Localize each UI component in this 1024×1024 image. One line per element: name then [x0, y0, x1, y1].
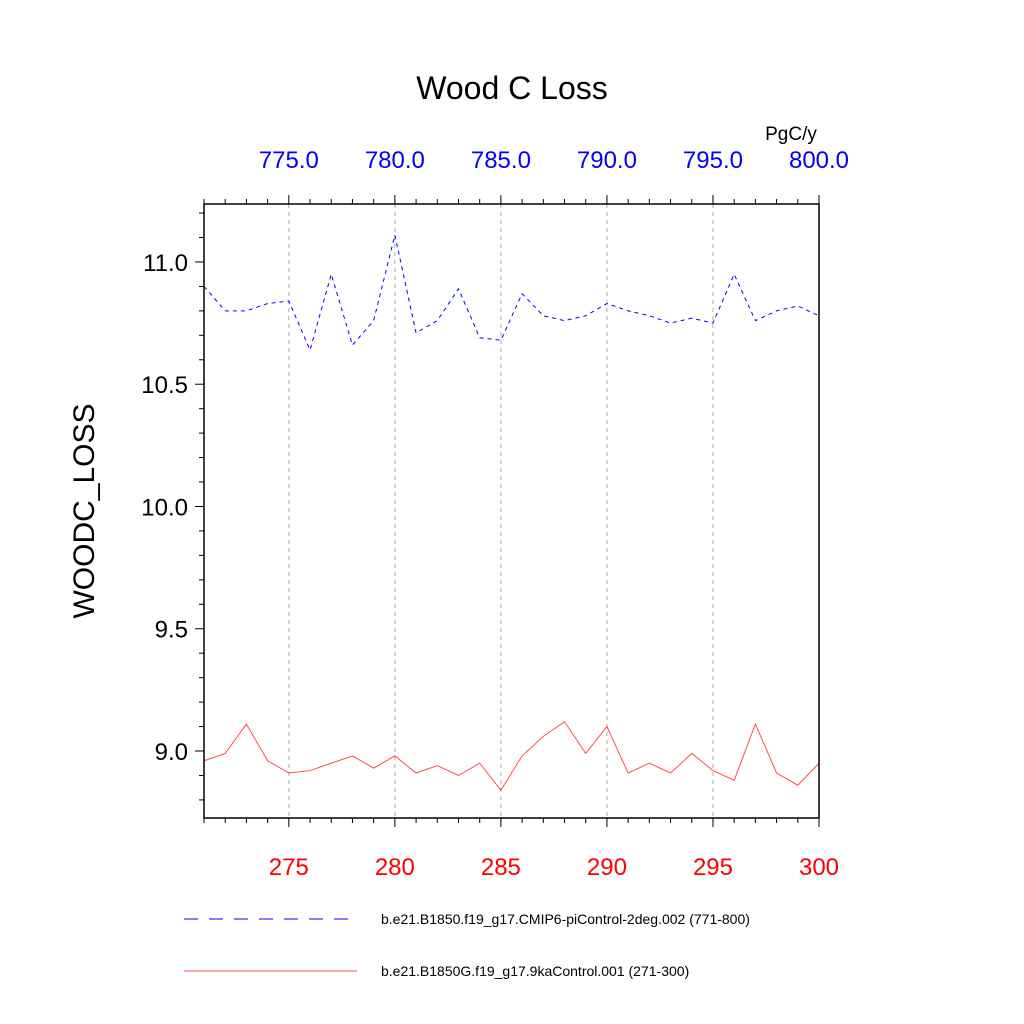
top-x-tick-label: 785.0	[471, 147, 531, 174]
bottom-x-tick-label: 285	[481, 854, 521, 881]
legend: b.e21.B1850.f19_g17.CMIP6-piControl-2deg…	[184, 911, 750, 979]
y-tick-label: 9.0	[155, 739, 188, 766]
y-tick-label: 10.0	[141, 494, 188, 521]
y-tick-label: 9.5	[155, 617, 188, 644]
top-x-tick-label: 790.0	[577, 147, 637, 174]
y-axis-label: WOODC_LOSS	[68, 403, 101, 618]
plot-frame	[203, 203, 820, 819]
y-tick-label: 10.5	[141, 372, 188, 399]
y-tick-label: 11.0	[143, 250, 188, 277]
legend-label-blue: b.e21.B1850.f19_g17.CMIP6-piControl-2deg…	[381, 911, 750, 927]
series-line-0	[203, 234, 820, 352]
top-x-tick-label: 800.0	[789, 147, 849, 174]
axis-ticks	[195, 195, 820, 827]
legend-label-red: b.e21.B1850G.f19_g17.9kaControl.001 (271…	[381, 963, 689, 979]
top-x-tick-label: 775.0	[259, 147, 319, 174]
bottom-x-tick-label: 275	[269, 854, 309, 881]
chart-title: Wood C Loss	[416, 70, 608, 106]
bottom-x-tick-label: 295	[693, 854, 733, 881]
bottom-x-tick-label: 290	[587, 854, 627, 881]
grid-lines	[288, 204, 714, 818]
top-x-tick-label: 780.0	[365, 147, 425, 174]
units-label: PgC/y	[765, 124, 817, 145]
bottom-x-tick-label: 300	[799, 854, 839, 881]
series-group	[203, 234, 820, 791]
series-line-1	[203, 720, 820, 791]
bottom-x-tick-label: 280	[375, 854, 415, 881]
top-x-tick-label: 795.0	[683, 147, 743, 174]
